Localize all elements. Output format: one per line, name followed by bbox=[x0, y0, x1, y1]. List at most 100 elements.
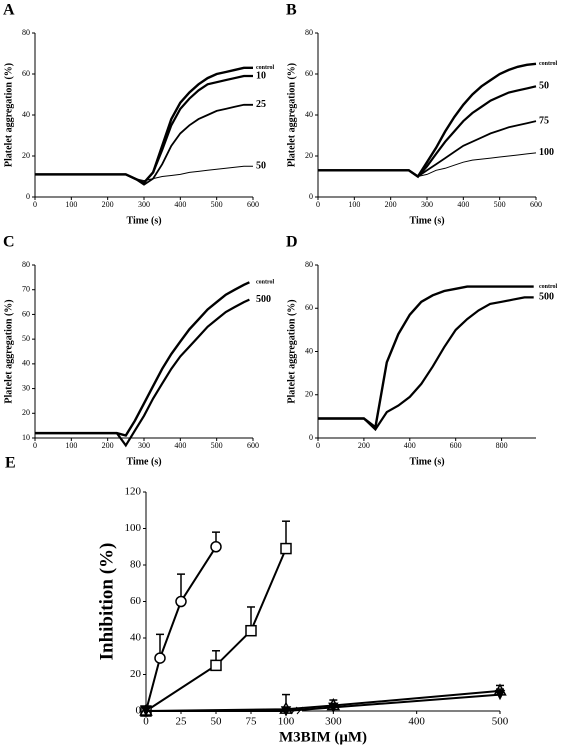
y-axis-label: Platelet aggregation (%) bbox=[3, 299, 14, 403]
curve bbox=[35, 74, 253, 185]
x-tick-label: 400 bbox=[408, 716, 425, 728]
x-tick-label: 0 bbox=[33, 441, 37, 450]
x-tick-label: 600 bbox=[247, 441, 259, 450]
x-tick-label: 25 bbox=[176, 716, 188, 728]
y-tick-label: 60 bbox=[22, 309, 30, 318]
curve bbox=[318, 285, 534, 430]
curve-label: 500 bbox=[256, 294, 271, 305]
marker bbox=[210, 659, 222, 672]
curve-label: control bbox=[539, 61, 558, 67]
x-tick-label: 400 bbox=[174, 200, 186, 209]
x-axis-label: Time (s) bbox=[126, 456, 161, 467]
y-tick-label: 80 bbox=[22, 28, 30, 37]
x-tick-label: 200 bbox=[358, 441, 370, 450]
x-tick-label: 200 bbox=[102, 200, 114, 209]
marker bbox=[328, 702, 339, 714]
y-tick-label: 20 bbox=[22, 151, 30, 160]
curve bbox=[35, 298, 250, 448]
x-tick-label: 600 bbox=[247, 200, 259, 209]
curve-label: control bbox=[256, 280, 275, 286]
y-tick-label: 20 bbox=[130, 668, 142, 680]
y-axis-label: Platelet aggregation (%) bbox=[286, 299, 297, 403]
x-tick-label: 100 bbox=[65, 200, 77, 209]
curve-label: 50 bbox=[539, 81, 549, 92]
y-tick-label: 20 bbox=[305, 390, 313, 399]
x-tick-label: 800 bbox=[496, 441, 508, 450]
x-tick-label: 200 bbox=[385, 200, 397, 209]
series-line bbox=[146, 693, 501, 712]
y-tick-label: 100 bbox=[125, 522, 142, 534]
x-tick-label: 50 bbox=[211, 716, 223, 728]
panel-label: E bbox=[5, 455, 16, 472]
curve bbox=[318, 152, 537, 178]
y-tick-label: 0 bbox=[26, 192, 30, 201]
y-axis-label: Platelet aggregation (%) bbox=[286, 63, 297, 167]
y-tick-label: 10 bbox=[22, 433, 30, 442]
y-tick-label: 0 bbox=[309, 433, 313, 442]
x-axis-label: Time (s) bbox=[409, 215, 444, 226]
curve-label: control bbox=[539, 284, 558, 290]
y-tick-label: 60 bbox=[22, 69, 30, 78]
y-tick-label: 30 bbox=[22, 383, 30, 392]
curve bbox=[35, 66, 253, 185]
y-tick-label: 20 bbox=[22, 408, 30, 417]
x-tick-label: 0 bbox=[316, 441, 320, 450]
y-tick-label: 80 bbox=[130, 559, 142, 571]
panel-label: C bbox=[3, 234, 15, 251]
panel-label: B bbox=[286, 2, 297, 19]
curve bbox=[35, 103, 253, 186]
y-tick-label: 60 bbox=[305, 69, 313, 78]
marker bbox=[210, 541, 222, 553]
y-tick-label: 40 bbox=[130, 632, 142, 644]
x-tick-label: 0 bbox=[143, 716, 149, 728]
y-axis-label: Platelet aggregation (%) bbox=[3, 63, 14, 167]
marker bbox=[154, 652, 166, 664]
x-tick-label: 500 bbox=[211, 441, 223, 450]
y-tick-label: 40 bbox=[305, 110, 313, 119]
curve-label: 500 bbox=[539, 292, 554, 303]
series-line bbox=[145, 546, 217, 712]
series-line bbox=[145, 548, 287, 712]
curve-label: 10 bbox=[256, 70, 266, 81]
y-tick-label: 70 bbox=[22, 285, 30, 294]
x-tick-label: 200 bbox=[102, 441, 114, 450]
y-tick-label: 80 bbox=[22, 260, 30, 269]
curve bbox=[318, 120, 537, 178]
x-tick-label: 400 bbox=[174, 441, 186, 450]
y-tick-label: 80 bbox=[305, 260, 313, 269]
y-tick-label: 60 bbox=[130, 595, 142, 607]
marker bbox=[175, 595, 187, 608]
curve-label: 25 bbox=[256, 99, 266, 110]
x-axis-label: M3BIM (μM) bbox=[279, 729, 367, 745]
y-axis-label: Inhibition (%) bbox=[96, 543, 117, 661]
x-tick-label: 400 bbox=[457, 200, 469, 209]
marker bbox=[140, 706, 152, 717]
x-tick-label: 400 bbox=[404, 441, 416, 450]
x-tick-label: 500 bbox=[492, 716, 509, 728]
y-tick-label: 0 bbox=[309, 192, 313, 201]
marker bbox=[245, 624, 257, 637]
curve-label: 75 bbox=[539, 115, 549, 126]
x-tick-label: 600 bbox=[450, 441, 462, 450]
x-axis-label: Time (s) bbox=[409, 456, 444, 467]
curve bbox=[318, 296, 534, 432]
y-tick-label: 120 bbox=[125, 486, 142, 498]
y-tick-label: 20 bbox=[305, 151, 313, 160]
x-tick-label: 0 bbox=[33, 200, 37, 209]
y-tick-label: 40 bbox=[22, 359, 30, 368]
panel-label: A bbox=[3, 2, 15, 19]
x-tick-label: 500 bbox=[494, 200, 506, 209]
curve-label: control bbox=[256, 65, 275, 71]
x-tick-label: 300 bbox=[138, 441, 150, 450]
x-axis-label: Time (s) bbox=[126, 215, 161, 226]
x-tick-label: 300 bbox=[325, 716, 342, 728]
y-tick-label: 50 bbox=[22, 334, 30, 343]
curve-label: 50 bbox=[256, 161, 266, 172]
x-tick-label: 300 bbox=[138, 200, 150, 209]
panel-label: D bbox=[286, 234, 298, 251]
curve bbox=[35, 165, 253, 182]
y-tick-label: 0 bbox=[136, 705, 142, 717]
marker bbox=[280, 706, 292, 717]
y-tick-label: 40 bbox=[22, 110, 30, 119]
